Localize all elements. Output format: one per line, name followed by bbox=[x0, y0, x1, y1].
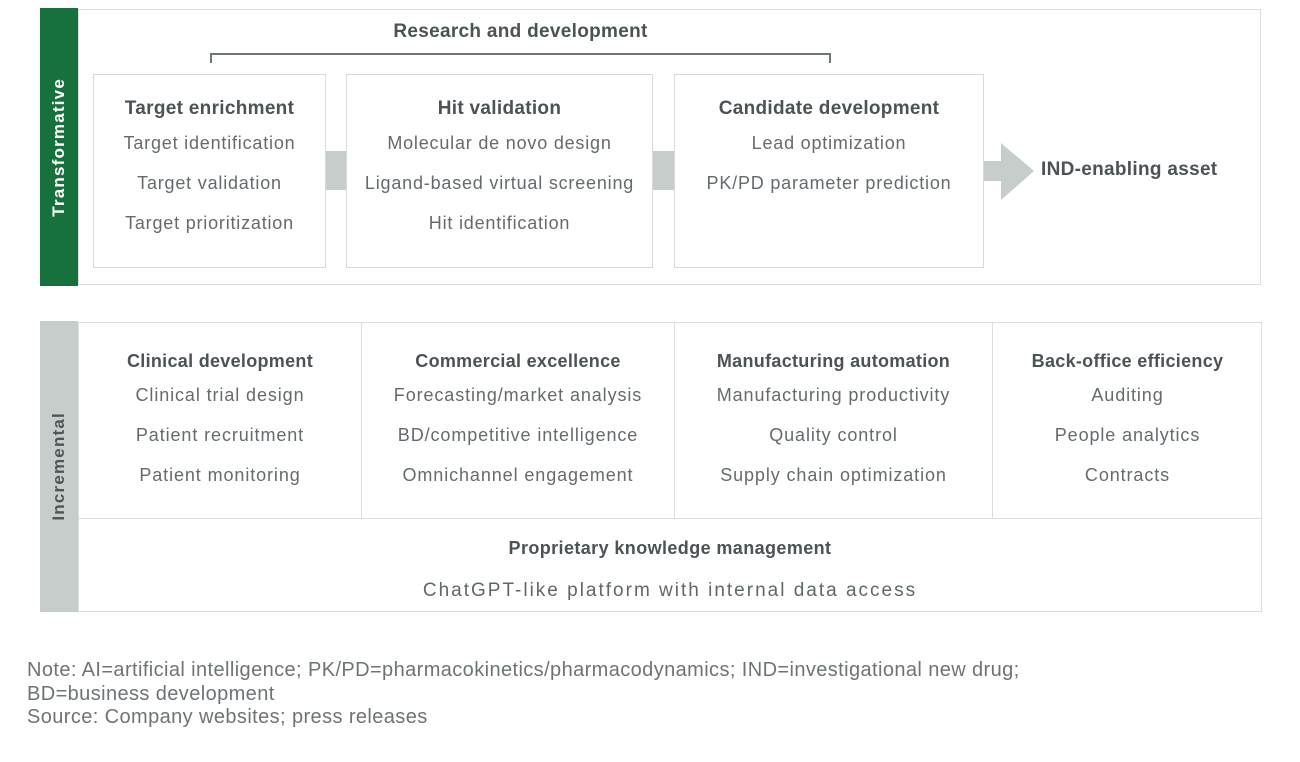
column-item: Auditing bbox=[1091, 385, 1164, 405]
note-line-2: BD=business development bbox=[27, 682, 275, 705]
column-item: People analytics bbox=[1054, 425, 1201, 445]
candidate-development-box: Candidate development Lead optimization … bbox=[674, 74, 984, 268]
footnote: Note: AI=artificial intelligence; PK/PD=… bbox=[27, 659, 1020, 730]
box-item: Target validation bbox=[137, 173, 282, 193]
box-item: PK/PD parameter prediction bbox=[706, 173, 952, 193]
research-and-development-bracket bbox=[210, 53, 831, 63]
back-office-efficiency-column: Back-office efficiency Auditing People a… bbox=[993, 323, 1262, 518]
incremental-label: Incremental bbox=[49, 412, 68, 521]
column-item: Quality control bbox=[769, 425, 898, 445]
arrow-right-icon bbox=[984, 143, 1034, 200]
column-item: Patient recruitment bbox=[135, 425, 305, 445]
column-item: Omnichannel engagement bbox=[402, 465, 634, 485]
box-item: Molecular de novo design bbox=[387, 133, 612, 153]
source-line: Source: Company websites; press releases bbox=[27, 706, 428, 728]
box-item: Ligand-based virtual screening bbox=[364, 173, 635, 193]
column-item: Supply chain optimization bbox=[720, 465, 947, 485]
box-title: Candidate development bbox=[718, 98, 940, 119]
manufacturing-automation-column: Manufacturing automation Manufacturing p… bbox=[675, 323, 993, 518]
transformative-band-label-bar: Transformative bbox=[40, 8, 78, 286]
column-title: Clinical development bbox=[126, 351, 314, 371]
target-enrichment-box: Target enrichment Target identification … bbox=[93, 74, 326, 268]
knowledge-management-row: Proprietary knowledge management ChatGPT… bbox=[79, 518, 1261, 611]
column-item: Clinical trial design bbox=[135, 385, 305, 405]
commercial-excellence-column: Commercial excellence Forecasting/market… bbox=[362, 323, 675, 518]
hit-validation-box: Hit validation Molecular de novo design … bbox=[346, 74, 653, 268]
column-title: Manufacturing automation bbox=[716, 351, 951, 371]
knowledge-management-subtitle: ChatGPT-like platform with internal data… bbox=[422, 580, 918, 601]
ind-enabling-asset-label: IND-enabling asset bbox=[1041, 159, 1218, 180]
column-item: BD/competitive intelligence bbox=[397, 425, 639, 445]
column-item: Contracts bbox=[1084, 465, 1171, 485]
column-title: Back-office efficiency bbox=[1031, 351, 1224, 371]
incremental-band-label-bar: Incremental bbox=[40, 321, 78, 612]
column-item: Forecasting/market analysis bbox=[393, 385, 643, 405]
transformative-label: Transformative bbox=[49, 77, 68, 217]
column-title: Commercial excellence bbox=[415, 351, 621, 371]
note-line-1: Note: AI=artificial intelligence; PK/PD=… bbox=[27, 659, 1020, 681]
incremental-container: Clinical development Clinical trial desi… bbox=[78, 322, 1262, 612]
connector-block bbox=[326, 151, 346, 190]
column-item: Patient monitoring bbox=[139, 465, 301, 485]
box-title: Hit validation bbox=[437, 98, 562, 119]
box-item: Target identification bbox=[123, 133, 296, 153]
box-title: Target enrichment bbox=[124, 98, 295, 119]
knowledge-management-title: Proprietary knowledge management bbox=[508, 538, 832, 558]
clinical-development-column: Clinical development Clinical trial desi… bbox=[79, 323, 362, 518]
column-item: Manufacturing productivity bbox=[716, 385, 951, 405]
connector-block bbox=[653, 151, 674, 190]
box-item: Hit identification bbox=[428, 213, 571, 233]
box-item: Lead optimization bbox=[751, 133, 907, 153]
research-and-development-title: Research and development bbox=[393, 21, 648, 42]
box-item: Target prioritization bbox=[125, 213, 294, 233]
transformative-container: Research and development Target enrichme… bbox=[78, 9, 1261, 285]
